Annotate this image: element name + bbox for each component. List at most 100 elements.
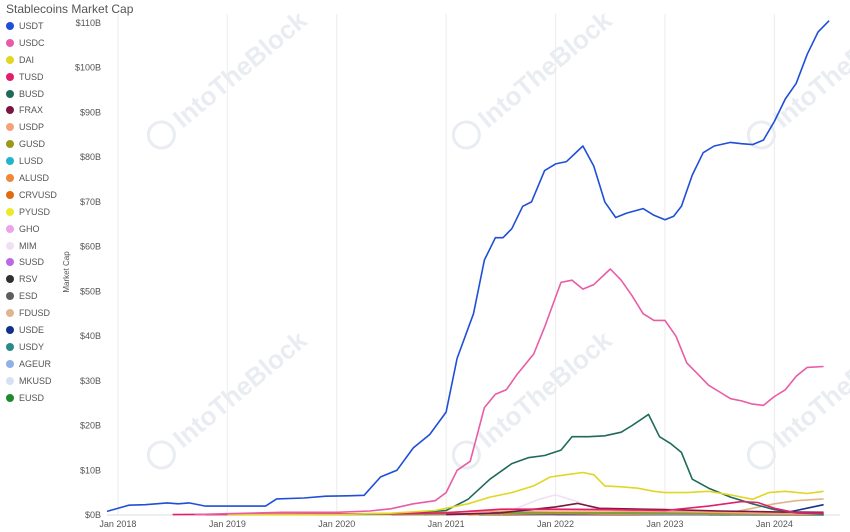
legend-item-rsv[interactable]: RSV [6,271,66,287]
y-tick-label: $90B [80,107,101,117]
legend-label: USDT [19,21,44,31]
legend-label: USDE [19,325,45,336]
y-axis: $0B $10B $20B $30B $40B $50B $60B $70B $80B $90B $… [75,18,101,520]
legend-item-gho[interactable]: GHO [6,221,66,237]
y-axis-label: Market Cap [62,251,71,293]
legend-label: TUSD [19,71,44,82]
legend-label: LUSD [19,156,44,167]
legend-swatch [6,72,14,81]
watermark-text: IntoTheBlock [767,324,850,453]
legend-item-susd[interactable]: SUSD [6,254,66,270]
x-tick-label: Jan 2024 [756,519,793,529]
watermark: IntoTheBlock [746,4,850,150]
legend-swatch [6,309,14,318]
series-line-dai [227,471,824,516]
legend-label: SUSD [19,257,45,268]
legend-swatch [6,55,14,64]
legend-item-frax[interactable]: FRAX [6,102,66,118]
legend-item-ageur[interactable]: AGEUR [6,356,66,372]
legend-label: RSV [19,274,38,285]
x-tick-label: Jan 2020 [318,519,355,529]
legend-swatch [6,22,14,30]
legend-item-busd[interactable]: BUSD [6,86,66,102]
legend-swatch [6,140,14,149]
legend-label: MIM [19,240,37,251]
y-tick-label: $110B [76,18,101,28]
watermark: IntoTheBlock [746,324,850,470]
legend-item-tusd[interactable]: TUSD [6,69,66,85]
y-tick-label: $60B [80,242,101,252]
legend-swatch [6,174,14,183]
y-tick-label: $100B [75,63,101,73]
legend-swatch [6,326,14,335]
watermark-text: IntoTheBlock [767,4,850,133]
y-tick-label: $40B [80,331,101,341]
watermark: IntoTheBlock [451,4,618,150]
legend-item-pyusd[interactable]: PYUSD [6,204,66,220]
legend-label: DAI [19,54,35,65]
legend: USDT USDC DAI TUSD BUSD FRAX USDP GUSD LUSD ALUSD… [6,18,66,406]
legend-item-mkusd[interactable]: MKUSD [6,373,66,389]
legend-item-crvusd[interactable]: CRVUSD [6,187,66,203]
legend-item-usde[interactable]: USDE [6,322,66,338]
legend-item-usdy[interactable]: USDY [6,339,66,355]
legend-swatch [6,123,14,132]
series-line-tusd [172,500,824,516]
legend-swatch [6,275,14,284]
watermark-layer: IntoTheBlock IntoTheBlock IntoTheBlock Into… [146,4,850,470]
legend-swatch [6,258,14,267]
legend-label: USDC [19,37,45,48]
legend-item-gusd[interactable]: GUSD [6,136,66,152]
legend-label: FRAX [19,105,44,116]
series-line-frax [446,502,824,516]
legend-item-usdt[interactable]: USDT [6,18,66,34]
legend-item-alusd[interactable]: ALUSD [6,170,66,186]
y-tick-label: $70B [80,197,101,207]
y-tick-label: $10B [80,465,101,475]
x-axis: Jan 2018 Jan 2019 Jan 2020 Jan 2021 Jan 2022… [99,519,792,529]
series-line-fdusd [719,498,824,516]
legend-item-esd[interactable]: ESD [6,288,66,304]
legend-label: ESD [19,291,38,302]
legend-swatch [6,106,14,115]
legend-swatch [6,359,14,368]
legend-swatch [6,376,14,385]
y-tick-label: $80B [80,152,101,162]
x-tick-label: Jan 2022 [537,519,574,529]
legend-item-dai[interactable]: DAI [6,52,66,68]
y-tick-label: $50B [80,286,101,296]
watermark-text: IntoTheBlock [167,4,313,133]
y-tick-label: $30B [80,376,101,386]
watermark-text: IntoTheBlock [472,324,618,453]
legend-label: EUSD [19,392,45,403]
legend-item-mim[interactable]: MIM [6,238,66,254]
legend-swatch [6,89,14,98]
series-line-busd [314,413,824,516]
legend-label: PYUSD [19,206,51,217]
x-tick-label: Jan 2018 [99,519,136,529]
legend-swatch [6,292,14,301]
legend-label: USDY [19,341,45,352]
legend-swatch [6,157,14,166]
series-line-usdc [194,268,824,516]
legend-swatch [6,342,14,351]
legend-swatch [6,38,14,47]
legend-swatch [6,224,14,233]
legend-label: AGEUR [19,358,52,369]
legend-item-fdusd[interactable]: FDUSD [6,305,66,321]
legend-label: CRVUSD [19,189,57,200]
chart-title: Stablecoins Market Cap [6,2,134,16]
x-tick-label: Jan 2019 [209,519,246,529]
legend-item-usdc[interactable]: USDC [6,35,66,51]
legend-label: ALUSD [19,173,50,184]
legend-label: GHO [19,223,40,234]
legend-item-usdp[interactable]: USDP [6,119,66,135]
x-tick-label: Jan 2023 [646,519,683,529]
legend-item-lusd[interactable]: LUSD [6,153,66,169]
legend-label: FDUSD [19,308,50,319]
legend-label: MKUSD [19,375,52,386]
legend-swatch [6,393,14,402]
legend-item-eusd[interactable]: EUSD [6,390,66,406]
legend-swatch [6,190,14,199]
